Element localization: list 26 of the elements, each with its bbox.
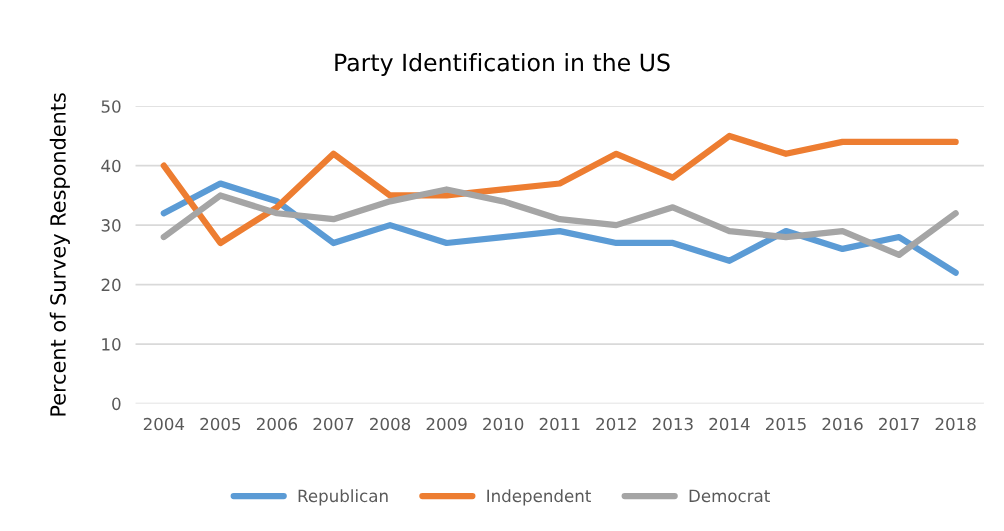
x-tick-label: 2017 (879, 417, 919, 431)
x-tick-label: 2014 (709, 417, 750, 431)
x-tick-label: 2018 (935, 417, 976, 431)
legend-label: Independent (487, 489, 591, 506)
x-tick-label: 2013 (652, 417, 693, 431)
x-tick-label: 2016 (822, 417, 863, 431)
y-axis-title: Percent of Survey Respondents (49, 93, 70, 416)
y-tick-label: 20 (101, 278, 121, 292)
x-tick-label: 2011 (539, 417, 580, 431)
legend-label: Republican (298, 489, 388, 506)
x-tick-label: 2005 (200, 417, 241, 431)
x-tick-label: 2012 (596, 417, 636, 431)
y-tick-label: 0 (112, 397, 121, 411)
y-tick-label: 40 (101, 159, 121, 173)
legend-label: Democrat (689, 489, 770, 503)
x-tick-label: 2006 (256, 417, 298, 431)
x-tick-label: 2015 (765, 417, 806, 431)
x-tick-label: 2007 (313, 417, 354, 431)
x-tick-label: 2010 (483, 417, 524, 431)
x-tick-label: 2004 (143, 417, 185, 431)
y-tick-label: 30 (101, 219, 121, 232)
x-tick-label: 2009 (426, 417, 467, 431)
y-tick-label: 50 (101, 100, 121, 113)
y-tick-label: 10 (102, 338, 121, 351)
chart-title: Party Identification in the US (335, 53, 670, 76)
x-tick-label: 2008 (370, 417, 411, 431)
